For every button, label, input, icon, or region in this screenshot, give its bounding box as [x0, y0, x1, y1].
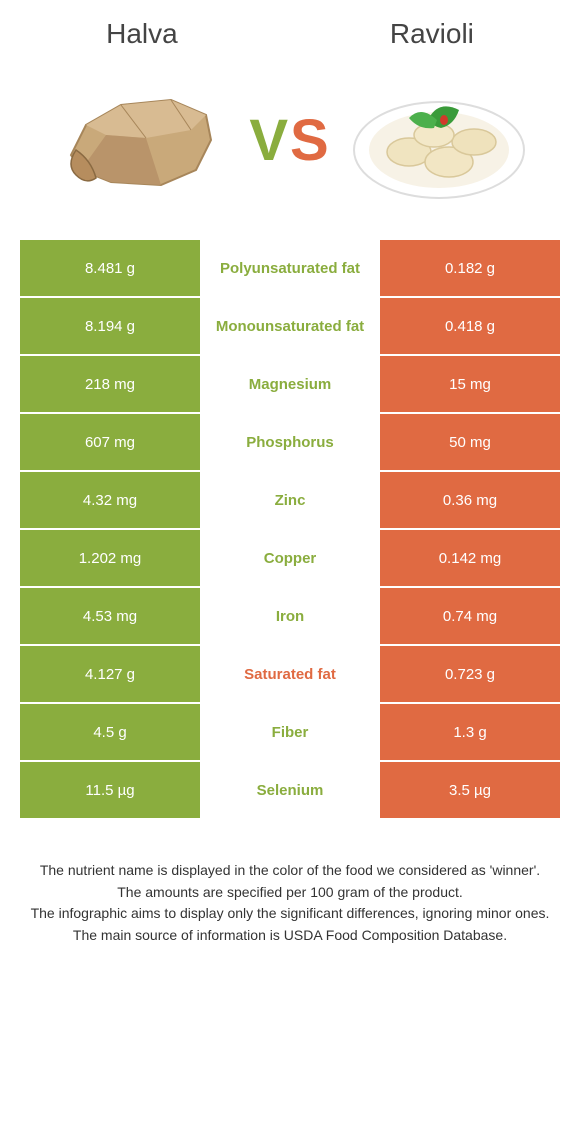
nutrient-label: Selenium — [200, 762, 380, 820]
halva-image — [51, 70, 231, 210]
table-row: 607 mgPhosphorus50 mg — [20, 414, 560, 472]
footer-line: The amounts are specified per 100 gram o… — [30, 882, 550, 904]
value-right: 0.418 g — [380, 298, 560, 356]
nutrient-table: 8.481 gPolyunsaturated fat0.182 g8.194 g… — [20, 240, 560, 820]
nutrient-label: Copper — [200, 530, 380, 588]
table-row: 8.481 gPolyunsaturated fat0.182 g — [20, 240, 560, 298]
value-left: 4.127 g — [20, 646, 200, 704]
footer-notes: The nutrient name is displayed in the co… — [30, 860, 550, 947]
value-right: 1.3 g — [380, 704, 560, 762]
nutrient-label: Monounsaturated fat — [200, 298, 380, 356]
food-right-title: Ravioli — [390, 18, 474, 50]
table-row: 4.127 gSaturated fat0.723 g — [20, 646, 560, 704]
value-left: 4.32 mg — [20, 472, 200, 530]
value-right: 0.182 g — [380, 240, 560, 298]
value-left: 4.53 mg — [20, 588, 200, 646]
nutrient-label: Zinc — [200, 472, 380, 530]
footer-line: The infographic aims to display only the… — [30, 903, 550, 925]
value-right: 0.142 mg — [380, 530, 560, 588]
ravioli-image — [349, 70, 529, 210]
value-left: 8.481 g — [20, 240, 200, 298]
nutrient-label: Fiber — [200, 704, 380, 762]
table-row: 4.5 gFiber1.3 g — [20, 704, 560, 762]
footer-line: The main source of information is USDA F… — [30, 925, 550, 947]
value-right: 0.74 mg — [380, 588, 560, 646]
value-right: 15 mg — [380, 356, 560, 414]
vs-label: VS — [249, 107, 330, 174]
value-left: 607 mg — [20, 414, 200, 472]
table-row: 1.202 mgCopper0.142 mg — [20, 530, 560, 588]
value-left: 8.194 g — [20, 298, 200, 356]
value-right: 3.5 µg — [380, 762, 560, 820]
footer-line: The nutrient name is displayed in the co… — [30, 860, 550, 882]
nutrient-label: Iron — [200, 588, 380, 646]
versus-row: VS — [0, 60, 580, 240]
value-left: 4.5 g — [20, 704, 200, 762]
table-row: 4.53 mgIron0.74 mg — [20, 588, 560, 646]
halva-icon — [51, 70, 231, 210]
value-left: 11.5 µg — [20, 762, 200, 820]
value-left: 218 mg — [20, 356, 200, 414]
table-row: 8.194 gMonounsaturated fat0.418 g — [20, 298, 560, 356]
ravioli-icon — [349, 70, 529, 210]
value-left: 1.202 mg — [20, 530, 200, 588]
vs-s: S — [290, 107, 331, 174]
food-left-title: Halva — [106, 18, 178, 50]
value-right: 50 mg — [380, 414, 560, 472]
vs-v: V — [249, 107, 290, 174]
nutrient-label: Magnesium — [200, 356, 380, 414]
nutrient-label: Polyunsaturated fat — [200, 240, 380, 298]
header: Halva Ravioli — [0, 0, 580, 60]
nutrient-label: Phosphorus — [200, 414, 380, 472]
value-right: 0.723 g — [380, 646, 560, 704]
table-row: 218 mgMagnesium15 mg — [20, 356, 560, 414]
table-row: 11.5 µgSelenium3.5 µg — [20, 762, 560, 820]
value-right: 0.36 mg — [380, 472, 560, 530]
nutrient-label: Saturated fat — [200, 646, 380, 704]
table-row: 4.32 mgZinc0.36 mg — [20, 472, 560, 530]
